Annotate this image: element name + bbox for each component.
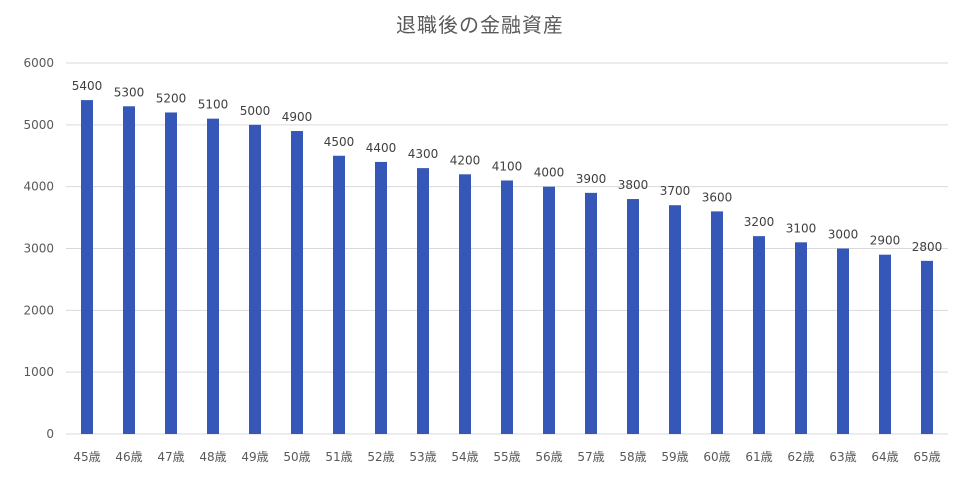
- bar: [333, 155, 345, 434]
- y-tick-label: 1000: [23, 365, 54, 379]
- x-tick-label: 56歳: [535, 450, 562, 464]
- x-tick-label: 63歳: [829, 450, 856, 464]
- x-tick-label: 65歳: [913, 450, 940, 464]
- data-label: 4300: [408, 147, 439, 161]
- bar: [249, 124, 261, 434]
- bar: [585, 192, 597, 434]
- bar: [207, 118, 219, 435]
- x-tick-label: 61歳: [745, 450, 772, 464]
- data-label: 3600: [702, 190, 733, 204]
- bar: [123, 106, 135, 435]
- data-label: 4900: [282, 110, 313, 124]
- bar: [879, 254, 891, 434]
- x-tick-label: 55歳: [493, 450, 520, 464]
- bar: [459, 174, 471, 435]
- data-label: 2900: [870, 234, 901, 248]
- chart-title: 退職後の金融資産: [396, 13, 564, 37]
- data-label: 5000: [240, 104, 271, 118]
- data-label: 4000: [534, 166, 565, 180]
- data-label: 4200: [450, 153, 481, 167]
- bar: [627, 199, 639, 434]
- data-label: 4500: [324, 135, 355, 149]
- x-tick-label: 52歳: [367, 450, 394, 464]
- bar: [669, 205, 681, 434]
- x-tick-label: 64歳: [871, 450, 898, 464]
- data-label: 3200: [744, 215, 775, 229]
- data-label: 4400: [366, 141, 397, 155]
- bar: [753, 236, 765, 434]
- x-tick-label: 46歳: [115, 450, 142, 464]
- bar: [921, 260, 933, 434]
- data-label: 4100: [492, 159, 523, 173]
- bar: [417, 168, 429, 434]
- x-tick-label: 47歳: [157, 450, 184, 464]
- x-tick-label: 60歳: [703, 450, 730, 464]
- x-tick-label: 58歳: [619, 450, 646, 464]
- bar: [375, 161, 387, 434]
- x-tick-label: 53歳: [409, 450, 436, 464]
- y-tick-label: 4000: [23, 180, 54, 194]
- bar: [501, 180, 513, 434]
- x-tick-label: 49歳: [241, 450, 268, 464]
- x-tick-label: 62歳: [787, 450, 814, 464]
- x-tick-label: 51歳: [325, 450, 352, 464]
- bar: [543, 186, 555, 434]
- x-tick-label: 59歳: [661, 450, 688, 464]
- data-label: 5200: [156, 91, 187, 105]
- data-label: 3800: [618, 178, 649, 192]
- x-tick-label: 48歳: [199, 450, 226, 464]
- bar: [837, 248, 849, 434]
- data-label: 2800: [912, 240, 943, 254]
- y-tick-label: 2000: [23, 303, 54, 317]
- bar: [711, 211, 723, 434]
- data-label: 5300: [114, 85, 145, 99]
- data-label: 3700: [660, 184, 691, 198]
- y-tick-label: 3000: [23, 242, 54, 256]
- bar: [291, 131, 303, 434]
- x-tick-label: 57歳: [577, 450, 604, 464]
- y-tick-label: 5000: [23, 118, 54, 132]
- data-label: 5100: [198, 98, 229, 112]
- bar: [795, 242, 807, 434]
- x-tick-label: 54歳: [451, 450, 478, 464]
- y-tick-label: 6000: [23, 56, 54, 70]
- x-tick-label: 45歳: [73, 450, 100, 464]
- x-tick-label: 50歳: [283, 450, 310, 464]
- bar: [165, 112, 177, 434]
- data-label: 5400: [72, 79, 103, 93]
- data-label: 3100: [786, 221, 817, 235]
- data-label: 3900: [576, 172, 607, 186]
- y-tick-label: 0: [46, 427, 54, 441]
- bar: [81, 100, 93, 434]
- data-label: 3000: [828, 228, 859, 242]
